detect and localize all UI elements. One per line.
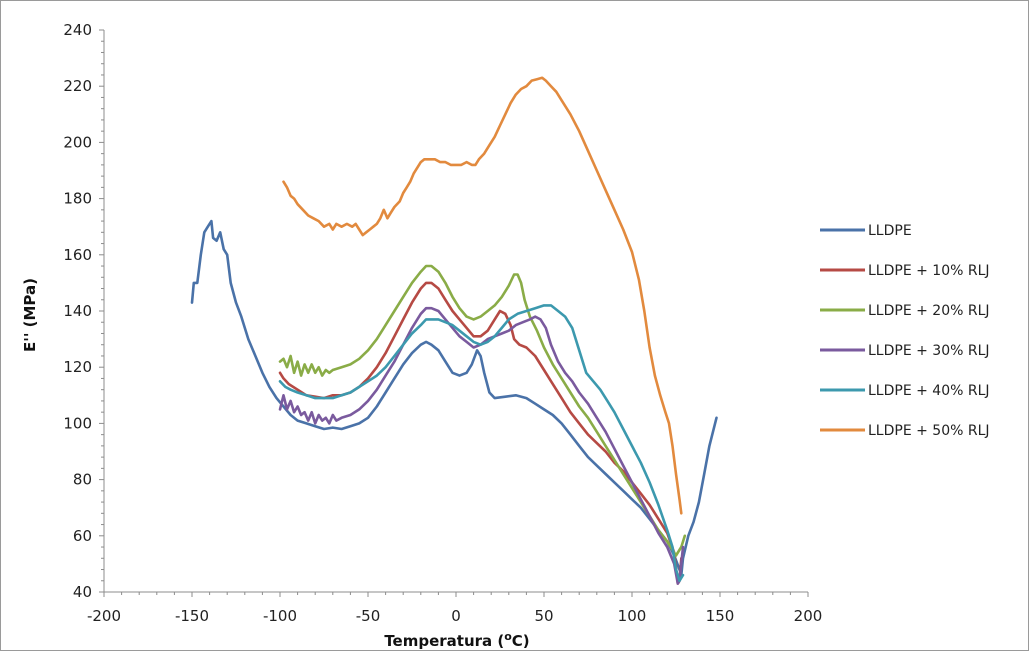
tick-labels: 40 60 80 100 120 140 160 180 200 220 240 -200 -150 -1… [63, 21, 822, 625]
x-axis-title: Temperatura (oC) [384, 630, 529, 650]
x-tick-label: -100 [263, 607, 297, 625]
y-tick-label: 200 [63, 133, 92, 151]
series-line-3 [278, 264, 687, 557]
y-tick-label: 120 [63, 358, 92, 376]
legend-label-4: LLDPE + 30% RLJ [868, 343, 990, 359]
y-tick-label: 100 [63, 414, 92, 432]
y-tick-label: 80 [73, 471, 92, 489]
y-tick-label: 140 [63, 302, 92, 320]
x-axis-title-suffix: C) [512, 632, 530, 650]
plot-area [190, 76, 718, 585]
y-axis-title: E'' (MPa) [21, 278, 39, 352]
y-tick-label: 60 [73, 527, 92, 545]
legend-label-6: LLDPE + 50% RLJ [868, 423, 990, 439]
x-tick-label: -150 [175, 607, 209, 625]
legend-label-3: LLDPE + 20% RLJ [868, 303, 990, 319]
legend-label-5: LLDPE + 40% RLJ [868, 383, 990, 399]
x-tick-label: 200 [794, 607, 823, 625]
y-tick-label: 240 [63, 21, 92, 39]
x-axis-title-superscript: o [504, 630, 512, 643]
y-tick-label: 160 [63, 246, 92, 264]
y-tick-label: 180 [63, 190, 92, 208]
x-tick-label: 100 [618, 607, 647, 625]
x-tick-label: 0 [451, 607, 461, 625]
x-tick-label: -200 [87, 607, 121, 625]
y-tick-label: 220 [63, 77, 92, 95]
legend-label-1: LLDPE [868, 223, 912, 239]
series-line-6 [282, 76, 683, 515]
x-tick-label: 150 [706, 607, 735, 625]
axes [99, 29, 809, 597]
x-axis-title-main: Temperatura ( [384, 632, 504, 650]
legend-label-2: LLDPE + 10% RLJ [868, 263, 990, 279]
series-line-5 [278, 304, 685, 583]
legend: LLDPE LLDPE + 10% RLJ LLDPE + 20% RLJ LLDPE… [820, 223, 990, 439]
series-line-4 [278, 306, 685, 585]
x-tick-label: 50 [534, 607, 553, 625]
x-tick-label: -50 [356, 607, 381, 625]
series-line-2 [278, 281, 683, 585]
series-line-1 [190, 219, 718, 577]
y-tick-label: 40 [73, 583, 92, 601]
